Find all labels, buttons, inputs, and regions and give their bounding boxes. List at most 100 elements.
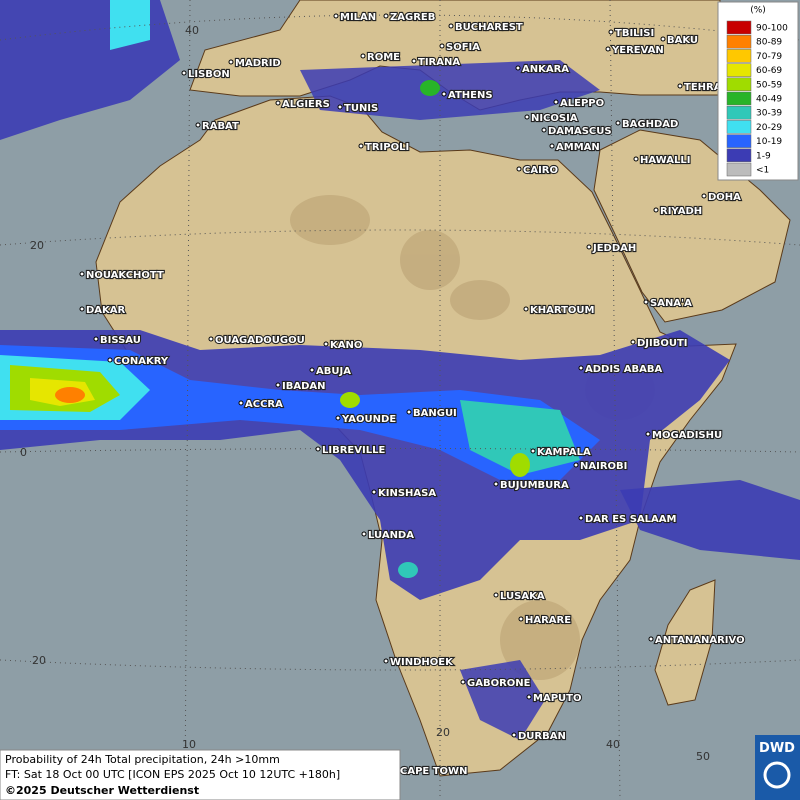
city-dot <box>107 357 113 363</box>
city-dot <box>309 367 315 373</box>
legend-label: 30-39 <box>756 109 782 119</box>
city-dot <box>361 531 367 537</box>
city-dot <box>79 271 85 277</box>
city-dot <box>608 29 614 35</box>
footer: Probability of 24h Total precipitation, … <box>0 749 401 800</box>
city-label: KINSHASA <box>378 488 436 499</box>
city-label: WINDHOEK <box>390 657 454 668</box>
legend-label: 70-79 <box>756 52 782 62</box>
city-label: MADRID <box>235 58 281 69</box>
legend-label: 60-69 <box>756 66 782 76</box>
city-dot <box>275 382 281 388</box>
city-label: OUAGADOUGOU <box>215 335 305 346</box>
legend-swatch <box>726 148 752 163</box>
legend-title: (%) <box>750 6 766 16</box>
city-label: ANKARA <box>522 64 569 75</box>
legend-swatch <box>726 63 752 77</box>
city-label: ANTANANARIVO <box>655 635 745 646</box>
city-dot <box>493 481 499 487</box>
city-label: YAOUNDE <box>341 414 396 425</box>
city-label: LUSAKA <box>500 591 545 602</box>
city-label: RABAT <box>202 121 239 132</box>
city-label: RIYADH <box>660 206 702 217</box>
city-dot <box>208 336 214 342</box>
logo: DWD <box>755 735 800 800</box>
city-dot <box>553 99 559 105</box>
city-dot <box>573 462 579 468</box>
labels: MILAN ZAGREB BUCHAREST TBILISI BAKU SOFIA YERE… <box>20 11 746 778</box>
city-dot <box>93 336 99 342</box>
city-dot <box>541 127 547 133</box>
city-dot <box>358 143 364 149</box>
city-dot <box>448 23 454 29</box>
graticule-label: 10 <box>182 738 196 751</box>
graticule-label: 40 <box>185 24 199 37</box>
city-dot <box>586 244 592 250</box>
city-label: ABUJA <box>316 366 351 377</box>
legend: (%) 90-100 80-89 70-79 60-69 50-59 40-49 30-39… <box>717 1 799 181</box>
city-label: ALGIERS <box>282 99 330 110</box>
city-label: NICOSIA <box>531 113 578 124</box>
city-label: KHARTOUM <box>530 305 595 316</box>
city-label: TUNIS <box>344 103 378 114</box>
city-label: AMMAN <box>556 142 600 153</box>
footer-line: ©2025 Deutscher Wetterdienst <box>5 784 199 797</box>
city-dot <box>181 70 187 76</box>
city-label: BANGUI <box>413 408 457 419</box>
city-dot <box>701 193 707 199</box>
city-dot <box>615 120 621 126</box>
legend-swatch <box>726 134 752 148</box>
city-dot <box>383 658 389 664</box>
legend-label: 40-49 <box>756 95 782 105</box>
legend-swatch <box>726 91 752 106</box>
legend-rows: 90-100 80-89 70-79 60-69 50-59 40-49 30-39 20-2… <box>726 20 788 177</box>
city-label: TBILISI <box>615 28 654 39</box>
city-dot <box>660 36 666 42</box>
legend-swatch <box>726 105 752 120</box>
city-dot <box>441 91 447 97</box>
legend-label: 10-19 <box>756 137 782 147</box>
city-label: ACCRA <box>245 399 283 410</box>
city-label: NOUAKCHOTT <box>86 270 164 281</box>
legend-swatch <box>726 20 752 35</box>
city-dot <box>383 13 389 19</box>
city-dot <box>530 448 536 454</box>
legend-label: 80-89 <box>756 38 782 48</box>
madagascar <box>654 579 716 706</box>
city-dot <box>335 415 341 421</box>
city-label: BAKU <box>667 35 698 46</box>
city-dot <box>411 58 417 64</box>
city-dot <box>406 409 412 415</box>
city-label: YEREVAN <box>611 45 664 56</box>
city-label: HARARE <box>525 615 571 626</box>
city-label: ATHENS <box>448 90 493 101</box>
city-label: LIBREVILLE <box>322 445 385 456</box>
city-dot <box>578 515 584 521</box>
city-label: ADDIS ABABA <box>585 364 662 375</box>
graticule-label: 40 <box>606 738 620 751</box>
city-dot <box>526 694 532 700</box>
legend-label: 50-59 <box>756 80 782 90</box>
city-dot <box>323 341 329 347</box>
footer-box <box>0 749 401 800</box>
city-dot <box>460 679 466 685</box>
footer-line: Probability of 24h Total precipitation, … <box>5 753 280 766</box>
graticule-label: 50 <box>696 750 710 763</box>
city-dot <box>516 166 522 172</box>
city-dot <box>493 592 499 598</box>
graticule-label: 20 <box>436 726 450 739</box>
city-label: ROME <box>367 52 400 63</box>
city-label: CONAKRY <box>114 356 169 367</box>
city-label: DJIBOUTI <box>637 338 688 349</box>
city-label: LISBON <box>188 69 230 80</box>
city-label: KANO <box>330 340 362 351</box>
city-dot <box>549 143 555 149</box>
graticule-label: 20 <box>32 654 46 667</box>
city-dot <box>630 339 636 345</box>
city-label: CAIRO <box>523 165 558 176</box>
legend-label: 1-9 <box>756 151 771 161</box>
city-dot <box>228 59 234 65</box>
city-dot <box>677 83 683 89</box>
city-dot <box>518 616 524 622</box>
